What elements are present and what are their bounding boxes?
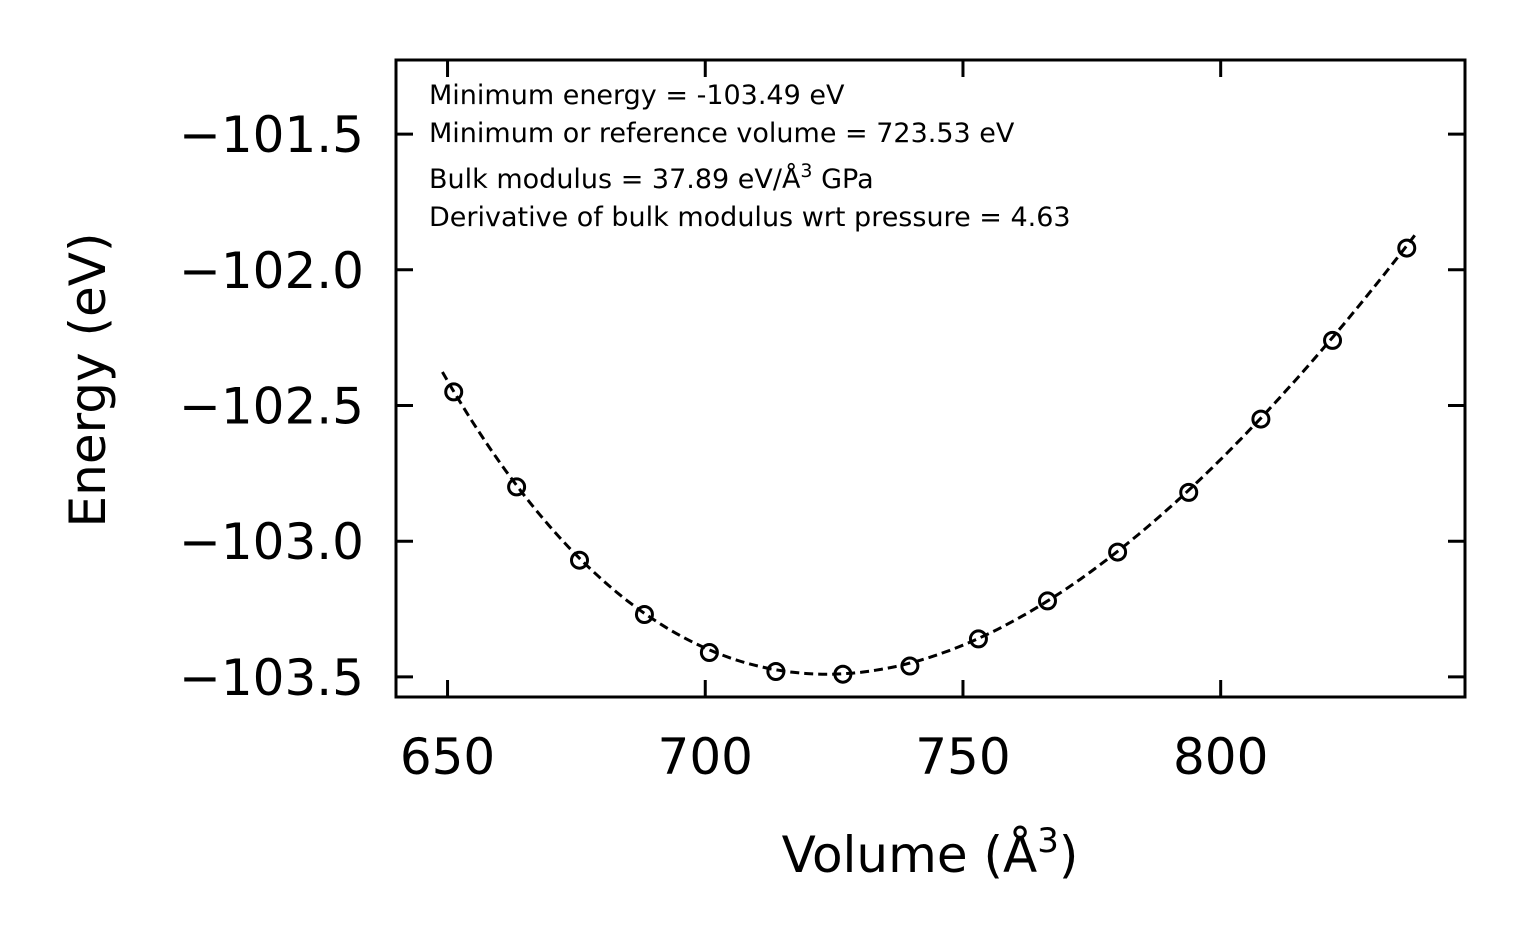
annotation-box: Minimum energy = -103.49 eV Minimum or r… — [429, 80, 1071, 233]
data-point — [766, 661, 786, 681]
annotation-min-energy: Minimum energy = -103.49 eV — [429, 80, 845, 111]
annotation-bulk-modulus-derivative: Derivative of bulk modulus wrt pressure … — [429, 202, 1071, 233]
x-tick-labels: 650 700 750 800 — [400, 728, 1269, 786]
x-axis-label: Volume (Å3) — [782, 821, 1079, 884]
annotation-bulk-modulus: Bulk modulus = 37.89 eV/Å3 GPa — [429, 160, 874, 195]
data-point — [968, 629, 988, 649]
y-tick-label: −103.5 — [179, 649, 364, 707]
data-point — [1397, 238, 1417, 258]
data-points-group — [444, 238, 1417, 684]
data-point — [1108, 542, 1128, 562]
data-point — [444, 382, 464, 402]
data-point — [569, 550, 589, 570]
ticks — [396, 60, 1465, 697]
data-point — [634, 604, 654, 624]
fit-curve-group — [441, 232, 1418, 676]
y-axis-label: Energy (eV) — [59, 233, 117, 528]
x-tick-label: 650 — [400, 728, 495, 786]
data-point — [507, 477, 527, 497]
x-tick-label: 750 — [915, 728, 1010, 786]
y-tick-label: −103.0 — [179, 513, 364, 571]
data-point — [1323, 330, 1343, 350]
y-tick-label: −101.5 — [179, 106, 364, 164]
fit-curve — [441, 232, 1418, 676]
y-tick-label: −102.5 — [179, 378, 364, 436]
data-point — [1251, 409, 1271, 429]
y-tick-labels: −101.5 −102.0 −102.5 −103.0 −103.5 — [179, 106, 364, 707]
data-point — [900, 656, 920, 676]
y-tick-label: −102.0 — [179, 242, 364, 300]
plot-frame — [394, 58, 1467, 699]
data-point — [699, 642, 719, 662]
data-point — [1179, 482, 1199, 502]
x-tick-label: 800 — [1173, 728, 1268, 786]
x-tick-label: 700 — [658, 728, 753, 786]
data-point — [833, 664, 853, 684]
annotation-min-volume: Minimum or reference volume = 723.53 eV — [429, 118, 1015, 149]
data-point — [1038, 591, 1058, 611]
